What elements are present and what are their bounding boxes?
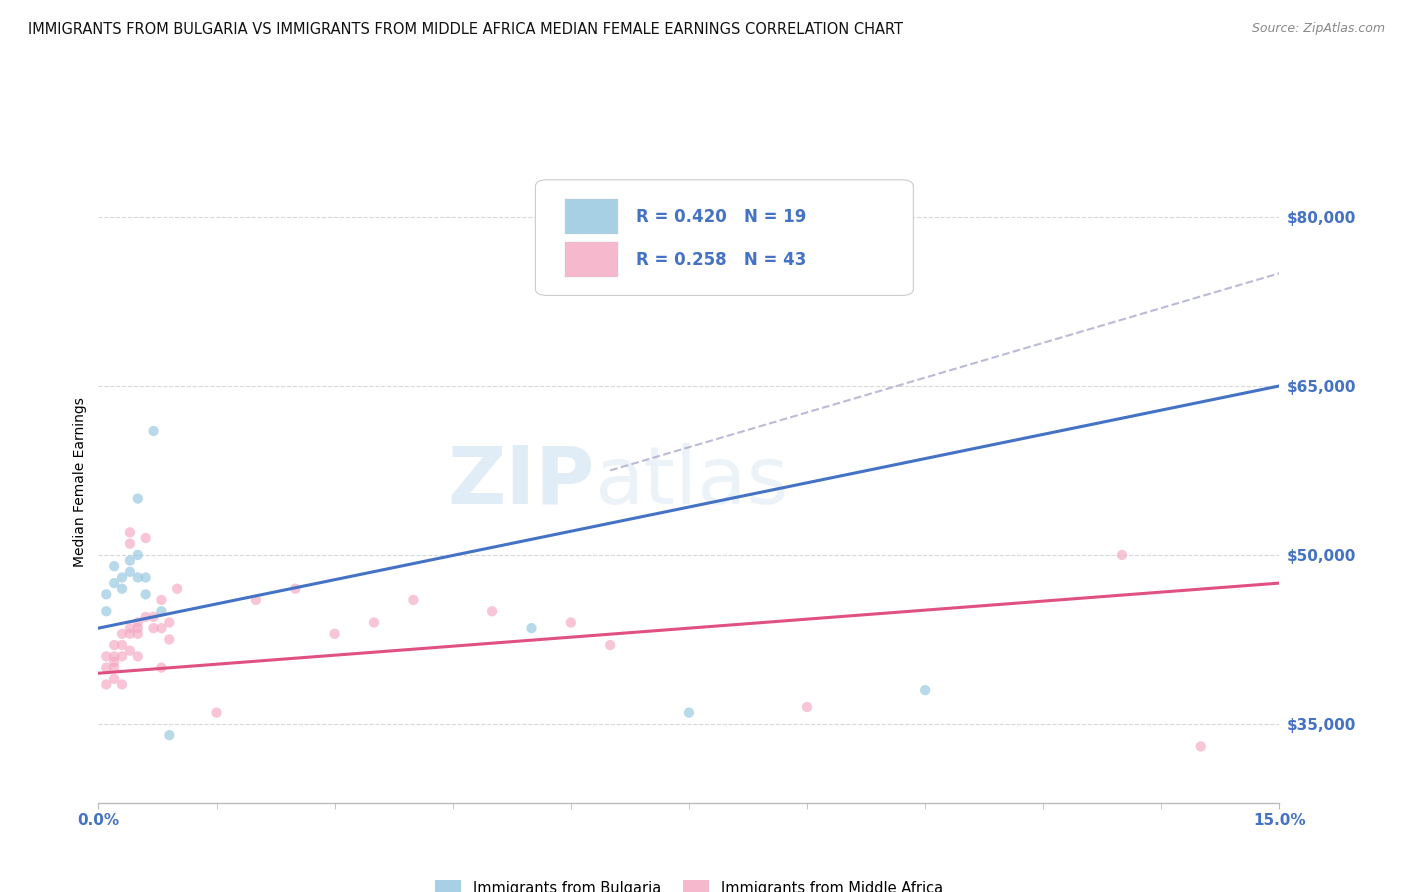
Point <box>103 576 125 591</box>
Text: atlas: atlas <box>595 442 789 521</box>
Point <box>118 525 141 540</box>
Point <box>96 604 118 618</box>
Point <box>402 593 425 607</box>
Point <box>135 570 157 584</box>
Point <box>599 638 621 652</box>
Point <box>284 582 307 596</box>
Point <box>96 660 118 674</box>
Point <box>142 424 165 438</box>
Point <box>205 706 228 720</box>
Point <box>245 593 267 607</box>
Point <box>118 621 141 635</box>
Point <box>150 593 173 607</box>
Point <box>1111 548 1133 562</box>
Point <box>481 604 503 618</box>
Point <box>166 582 188 596</box>
Point <box>796 700 818 714</box>
Point <box>157 632 180 647</box>
Point <box>678 706 700 720</box>
Point <box>127 627 149 641</box>
Point <box>127 548 149 562</box>
Point <box>127 621 149 635</box>
Bar <box>565 199 619 235</box>
Point <box>118 565 141 579</box>
Point <box>96 677 118 691</box>
Point <box>96 587 118 601</box>
Point <box>157 728 180 742</box>
Text: IMMIGRANTS FROM BULGARIA VS IMMIGRANTS FROM MIDDLE AFRICA MEDIAN FEMALE EARNINGS: IMMIGRANTS FROM BULGARIA VS IMMIGRANTS F… <box>28 22 903 37</box>
Point <box>118 536 141 550</box>
Point <box>142 621 165 635</box>
Point <box>96 649 118 664</box>
Point <box>157 615 180 630</box>
Point <box>142 610 165 624</box>
Text: Source: ZipAtlas.com: Source: ZipAtlas.com <box>1251 22 1385 36</box>
Point <box>103 638 125 652</box>
Text: ZIP: ZIP <box>447 442 595 521</box>
Point <box>111 627 134 641</box>
Point <box>111 638 134 652</box>
Point <box>150 604 173 618</box>
Point <box>150 660 173 674</box>
Point <box>135 531 157 545</box>
Point <box>103 660 125 674</box>
Point <box>118 643 141 657</box>
Y-axis label: Median Female Earnings: Median Female Earnings <box>73 397 87 566</box>
Point <box>135 610 157 624</box>
Bar <box>565 242 619 277</box>
Point <box>103 559 125 574</box>
Point <box>103 655 125 669</box>
Point <box>127 491 149 506</box>
Point <box>118 553 141 567</box>
Point <box>111 570 134 584</box>
Point <box>135 587 157 601</box>
Point <box>560 615 582 630</box>
Point <box>520 621 543 635</box>
Point <box>127 615 149 630</box>
Legend: Immigrants from Bulgaria, Immigrants from Middle Africa: Immigrants from Bulgaria, Immigrants fro… <box>429 874 949 892</box>
Point <box>111 677 134 691</box>
Point <box>323 627 346 641</box>
Point <box>127 570 149 584</box>
Point <box>103 672 125 686</box>
Text: R = 0.258   N = 43: R = 0.258 N = 43 <box>636 252 806 269</box>
Point <box>111 649 134 664</box>
Point <box>1189 739 1212 754</box>
Point <box>150 621 173 635</box>
Text: R = 0.420   N = 19: R = 0.420 N = 19 <box>636 208 806 226</box>
Point <box>363 615 385 630</box>
Point <box>118 627 141 641</box>
Point <box>127 649 149 664</box>
Point <box>103 649 125 664</box>
Point <box>111 582 134 596</box>
FancyBboxPatch shape <box>536 180 914 295</box>
Point <box>914 683 936 698</box>
